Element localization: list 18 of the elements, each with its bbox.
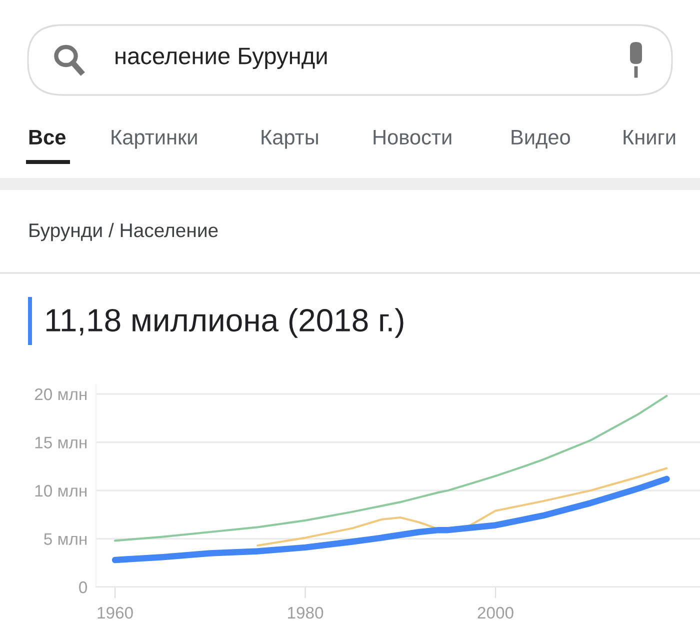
y-tick-label: 15 млн: [35, 436, 87, 448]
chart-title: 11,18 миллиона (2018 г.): [46, 308, 404, 338]
text: Картинки: [112, 130, 197, 149]
text: население Бурунди: [116, 48, 327, 70]
text: Новости: [374, 130, 452, 145]
x-tick-label: 1960: [98, 606, 133, 619]
chart-subtitle: Бурунди / Население: [30, 222, 218, 242]
text: Карты: [262, 130, 318, 149]
text: Книги: [624, 130, 676, 144]
line-series: [114, 394, 668, 542]
y-tick-label: 5 млн: [44, 533, 87, 545]
y-tick-label: 10 млн: [35, 484, 87, 497]
y-tick-label: 0: [79, 581, 88, 594]
x-tick-label: 2000: [478, 606, 514, 619]
text: Видео: [512, 130, 570, 149]
x-tick-label: 1980: [288, 606, 324, 619]
text: Все: [29, 130, 66, 145]
y-tick-label: 20 млн: [34, 388, 87, 400]
